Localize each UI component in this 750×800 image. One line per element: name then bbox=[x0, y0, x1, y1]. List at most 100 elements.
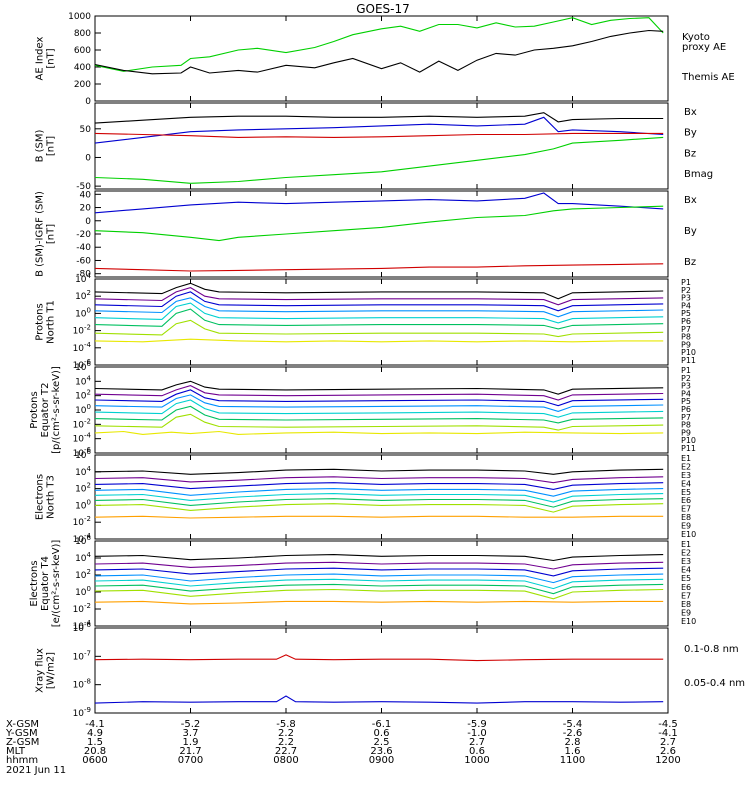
y-tick-label: 800 bbox=[74, 29, 91, 39]
y-axis-label: Equator T2 bbox=[40, 383, 51, 438]
y-tick-label: 10-7 bbox=[73, 649, 91, 662]
row-value: 2.8 bbox=[565, 737, 581, 748]
legend-entry: Bx bbox=[684, 107, 697, 118]
y-axis-label: [nT] bbox=[46, 48, 57, 68]
legend-entry: P6 bbox=[681, 405, 691, 414]
legend-entry: E7 bbox=[681, 505, 691, 514]
legend-entry: By bbox=[684, 128, 697, 139]
series-line-e6 bbox=[94, 583, 664, 595]
row-value: -5.4 bbox=[563, 719, 583, 730]
y-tick-label: 40 bbox=[80, 190, 92, 200]
legend-entry: E5 bbox=[681, 488, 691, 497]
y-axis-label: North T1 bbox=[46, 300, 57, 344]
legend-entry: E8 bbox=[681, 513, 691, 522]
series-line-p5 bbox=[94, 302, 664, 324]
y-tick-label: 20 bbox=[80, 204, 92, 214]
series-line-bz bbox=[94, 263, 664, 272]
y-axis-label: AE Index bbox=[35, 36, 46, 80]
y-tick-label: 400 bbox=[74, 63, 91, 73]
series-line-e8 bbox=[94, 600, 664, 605]
series-line-e1 bbox=[94, 554, 664, 562]
y-tick-label: 10-9 bbox=[73, 706, 91, 719]
series-line-e4 bbox=[94, 488, 664, 497]
legend-entry: Bz bbox=[684, 257, 696, 268]
legend-entry: P11 bbox=[681, 356, 696, 365]
y-tick-label: 10-4 bbox=[73, 341, 92, 354]
y-tick-label: -40 bbox=[76, 243, 91, 253]
series-line-e7 bbox=[94, 503, 664, 513]
y-tick-label: 104 bbox=[75, 272, 91, 285]
y-tick-label: 10-8 bbox=[73, 678, 91, 691]
series-line-e3 bbox=[94, 567, 664, 577]
row-value: -2.6 bbox=[563, 728, 583, 739]
y-tick-label: 10-4 bbox=[73, 619, 92, 632]
row-label-mlt: MLT bbox=[6, 746, 26, 757]
panel-1: 0 200 400 600 800 1000 AE Index [nT] Kyotoproxy … bbox=[35, 12, 735, 107]
legend-entry: P10 bbox=[681, 436, 696, 445]
row-value: 1000 bbox=[464, 755, 489, 766]
series-line-p1 bbox=[94, 282, 664, 300]
legend-entry: P1 bbox=[681, 278, 691, 287]
legend-entry: Bx bbox=[684, 195, 697, 206]
y-tick-label: 10-6 bbox=[73, 446, 92, 459]
y-axis-label: Protons bbox=[29, 391, 40, 428]
row-value: 2.5 bbox=[374, 737, 390, 748]
panel-7: 106 104 102 100 10-2 10-4 Electrons Equator T4[… bbox=[29, 534, 696, 632]
row-value: 21.7 bbox=[179, 746, 201, 757]
series-line-e8 bbox=[94, 515, 664, 519]
y-axis-label: B (SM) bbox=[35, 129, 46, 162]
row-value: 1.5 bbox=[87, 737, 103, 748]
row-value: 0600 bbox=[82, 755, 107, 766]
row-value: -5.2 bbox=[181, 719, 201, 730]
row-value: 0800 bbox=[273, 755, 298, 766]
series-line-p6 bbox=[94, 308, 664, 330]
y-tick-label: 100 bbox=[75, 498, 91, 511]
y-tick-label: 100 bbox=[75, 306, 91, 319]
series-line-bx bbox=[94, 192, 664, 214]
y-tick-label: 106 bbox=[75, 360, 91, 373]
legend-entry: P9 bbox=[681, 340, 691, 349]
row-value: 0.6 bbox=[469, 746, 485, 757]
series-line-bz bbox=[94, 132, 664, 138]
y-tick-label: 1000 bbox=[68, 12, 91, 22]
legend-entry: E6 bbox=[681, 496, 691, 505]
legend-entry: P1 bbox=[681, 366, 691, 375]
y-axis-label: Protons bbox=[35, 303, 46, 340]
legend-entry: E10 bbox=[681, 530, 696, 539]
y-tick-label: 100 bbox=[75, 585, 91, 598]
legend-entry: 0.1-0.8 nm bbox=[684, 644, 739, 655]
legend-entry: P6 bbox=[681, 317, 691, 326]
series-line-p2 bbox=[94, 385, 664, 401]
legend-entry: P8 bbox=[681, 333, 691, 342]
series-line-p8 bbox=[94, 338, 664, 343]
y-tick-label: 100 bbox=[75, 403, 91, 416]
series-line-p7 bbox=[94, 413, 664, 431]
legend-entry: E5 bbox=[681, 574, 691, 583]
y-tick-label: 10-2 bbox=[73, 515, 91, 528]
legend-entry: P2 bbox=[681, 286, 691, 295]
legend-entry: E7 bbox=[681, 591, 691, 600]
legend-entry: Kyoto bbox=[682, 32, 710, 43]
legend-entry: E3 bbox=[681, 557, 691, 566]
y-tick-label: 200 bbox=[74, 80, 91, 90]
y-axis-label: [e/(cm²-s-sr-keV)] bbox=[51, 540, 62, 628]
series-line-p6 bbox=[94, 405, 664, 424]
legend-entry: E8 bbox=[681, 600, 691, 609]
legend-entry: E10 bbox=[681, 617, 696, 626]
legend-entry: P5 bbox=[681, 309, 691, 318]
legend-entry: E1 bbox=[681, 540, 691, 549]
series-line-p7 bbox=[94, 319, 664, 338]
row-value: -5.8 bbox=[276, 719, 296, 730]
legend-entry: P7 bbox=[681, 413, 691, 422]
series-line-bx bbox=[94, 116, 664, 144]
row-label-hhmm: hhmm bbox=[6, 755, 38, 766]
legend-entry: E9 bbox=[681, 608, 691, 617]
legend-entry: P4 bbox=[681, 301, 691, 310]
legend-entry: E4 bbox=[681, 566, 691, 575]
y-tick-label: 0 bbox=[85, 97, 91, 107]
y-axis-label: B (SM)-IGRF (SM) bbox=[35, 191, 46, 277]
y-axis-label: [nT] bbox=[46, 224, 57, 244]
row-value: 1100 bbox=[560, 755, 585, 766]
panel-3: -80 -60 -40 -20 0 20 40 B (SM)-IGRF (SM) [nT] Bx B… bbox=[35, 190, 697, 279]
legend-entry: P5 bbox=[681, 397, 691, 406]
